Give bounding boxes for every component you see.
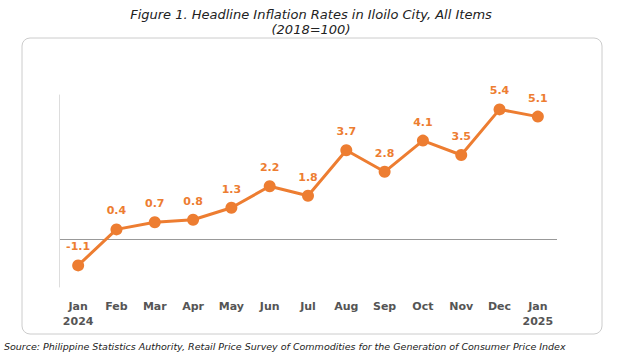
- svg-text:Figure 1. Headline Inflation R: Figure 1. Headline Inflation Rates in Il…: [130, 7, 492, 22]
- svg-text:4.1: 4.1: [413, 116, 433, 129]
- svg-text:0.8: 0.8: [183, 195, 203, 208]
- svg-text:Dec: Dec: [488, 300, 511, 313]
- svg-text:-1.1: -1.1: [66, 240, 90, 253]
- svg-text:Aug: Aug: [334, 300, 358, 313]
- svg-text:Jan: Jan: [67, 300, 87, 313]
- svg-text:Apr: Apr: [182, 300, 204, 313]
- svg-text:Nov: Nov: [449, 300, 474, 313]
- svg-text:2025: 2025: [523, 315, 554, 328]
- svg-text:2.2: 2.2: [260, 161, 280, 174]
- svg-text:Feb: Feb: [105, 300, 128, 313]
- svg-text:3.7: 3.7: [337, 125, 357, 138]
- svg-text:Jan: Jan: [527, 300, 547, 313]
- svg-text:1.3: 1.3: [222, 183, 242, 196]
- svg-text:1.8: 1.8: [298, 171, 318, 184]
- svg-text:Jun: Jun: [259, 300, 280, 313]
- svg-text:Mar: Mar: [143, 300, 167, 313]
- svg-text:3.5: 3.5: [451, 130, 471, 143]
- svg-text:Oct: Oct: [412, 300, 433, 313]
- svg-text:0.7: 0.7: [145, 197, 165, 210]
- svg-text:Jul: Jul: [299, 300, 316, 313]
- svg-text:2024: 2024: [63, 315, 94, 328]
- svg-text:2.8: 2.8: [375, 147, 395, 160]
- svg-text:0.4: 0.4: [107, 204, 127, 217]
- svg-text:Source: Philippine Statistics: Source: Philippine Statistics Authority,…: [4, 341, 566, 352]
- svg-text:Sep: Sep: [373, 300, 396, 313]
- svg-text:5.4: 5.4: [490, 84, 510, 97]
- svg-text:5.1: 5.1: [528, 92, 548, 105]
- svg-text:May: May: [219, 300, 244, 313]
- svg-text:(2018=100): (2018=100): [272, 22, 351, 37]
